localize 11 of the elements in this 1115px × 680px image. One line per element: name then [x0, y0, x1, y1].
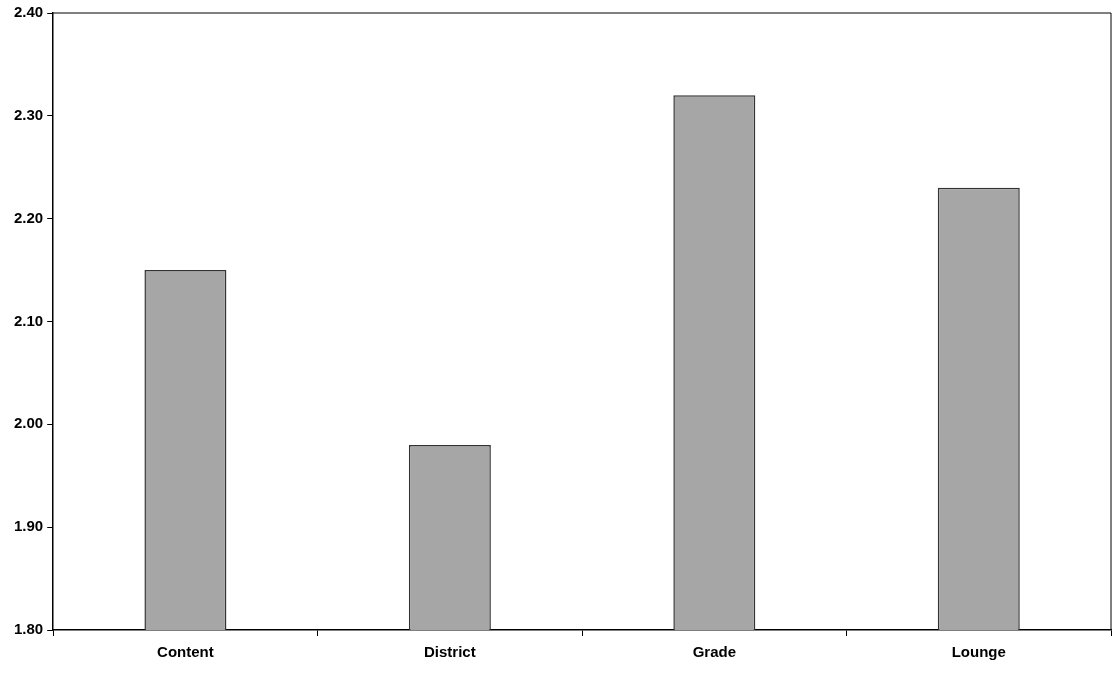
y-tick-label: 1.90	[13, 517, 44, 535]
y-tick-label: 2.40	[13, 3, 44, 21]
x-tick-label: Lounge	[951, 643, 1006, 661]
y-tick-label: 2.20	[13, 208, 44, 226]
y-tick-label: 2.00	[13, 414, 44, 432]
x-tick-label: Grade	[692, 643, 736, 661]
x-tick-label: District	[424, 643, 476, 661]
x-tick-label: Content	[157, 643, 214, 661]
y-tick-label: 1.80	[13, 620, 44, 638]
y-tick-label: 2.30	[13, 105, 44, 123]
y-tick-label: 2.10	[13, 311, 44, 329]
